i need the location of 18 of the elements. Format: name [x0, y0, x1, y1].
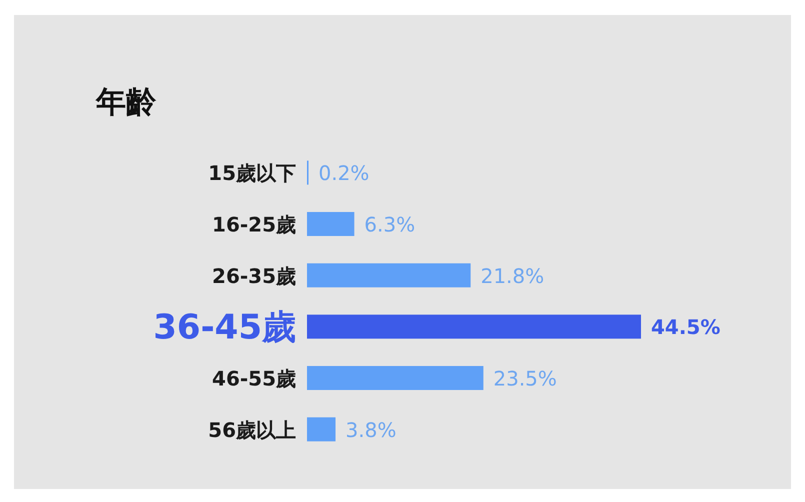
y-tick-label: 36-45歲	[153, 308, 296, 348]
y-tick-label: 46-55歲	[212, 366, 296, 390]
data-label: 0.2%	[318, 161, 370, 186]
title: 年齡	[96, 85, 156, 120]
y-tick-label: 15歲以下	[208, 161, 296, 186]
bar	[307, 263, 471, 288]
bar	[307, 212, 354, 236]
data-label: 23.5%	[493, 366, 557, 390]
y-tick-label: 16-25歲	[212, 212, 296, 236]
bar	[307, 314, 641, 339]
y-tick-label: 26-35歲	[212, 264, 296, 288]
y-tick-label: 56歲以上	[208, 418, 296, 442]
data-label: 21.8%	[480, 264, 544, 288]
bar	[307, 366, 484, 390]
data-label: 44.5%	[651, 315, 720, 340]
bar	[307, 417, 336, 442]
data-label: 3.8%	[346, 418, 396, 442]
data-label: 6.3%	[364, 212, 416, 236]
